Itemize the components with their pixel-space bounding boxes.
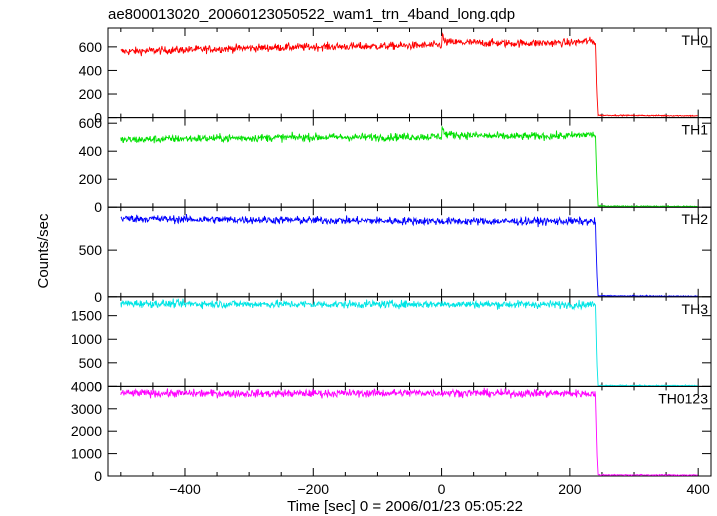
series-line-th1 (120, 126, 698, 208)
panel-th2: 0 500 TH2 (79, 206, 712, 305)
y-tick-label: 1000 (71, 446, 102, 462)
x-tick-label: −400 (169, 481, 201, 497)
panel-th1: 0 200 400 600 TH1 (79, 115, 712, 215)
y-tick-label: 600 (79, 39, 103, 55)
y-tick-label: 500 (79, 355, 103, 371)
x-axis-title: Time [sec] 0 = 2006/01/23 05:05:22 (287, 498, 523, 515)
series-line-th0 (120, 32, 698, 118)
panel-frame (107, 296, 712, 387)
panel-frame (107, 385, 712, 477)
panel-label: TH1 (682, 122, 709, 138)
series-line-th3 (120, 298, 698, 387)
y-tick-label: 0 (94, 378, 102, 394)
y-tick-label: 3000 (71, 401, 102, 417)
series-line-th0123 (120, 387, 698, 477)
panel-th0123: 0 1000 2000 3000 4000 TH0123 (71, 378, 712, 484)
x-tick-label: 200 (558, 481, 582, 497)
panel-label: TH0123 (658, 390, 708, 406)
panel-label: TH0 (682, 32, 709, 48)
panel-label: TH3 (682, 301, 709, 317)
x-tick-label: 0 (438, 481, 446, 497)
series-line-th2 (120, 214, 698, 298)
x-tick-label: 400 (686, 481, 710, 497)
y-tick-label: 500 (79, 242, 103, 258)
y-tick-label: 0 (94, 199, 102, 215)
x-tick-label: −200 (298, 481, 330, 497)
y-tick-label: 600 (79, 115, 103, 131)
y-tick-label: 2000 (71, 423, 102, 439)
y-tick-label: 1000 (71, 331, 102, 347)
y-tick-label: 200 (79, 86, 103, 102)
y-tick-label: 200 (79, 171, 103, 187)
panel-frame (107, 117, 712, 208)
panel-label: TH2 (682, 211, 709, 227)
y-tick-label: 0 (94, 468, 102, 484)
y-tick-label: 400 (79, 143, 103, 159)
panel-th0: 0 200 400 600 TH0 (79, 27, 712, 126)
y-axis-title: Counts/sec (35, 213, 52, 289)
y-tick-label: 4000 (71, 378, 102, 394)
chart-title: ae800013020_20060123050522_wam1_trn_4ban… (108, 6, 515, 23)
y-tick-label: 0 (94, 110, 102, 126)
y-tick-label: 400 (79, 62, 103, 78)
panels: 0 200 400 600 TH0 0 200 400 600 TH1 0 500 TH2 0 500 100… (71, 27, 712, 497)
y-tick-label: 1500 (71, 308, 102, 324)
panel-th3: 0 500 1000 1500 TH3 (71, 296, 712, 394)
panel-frame (107, 27, 712, 119)
y-tick-label: 0 (94, 289, 102, 305)
